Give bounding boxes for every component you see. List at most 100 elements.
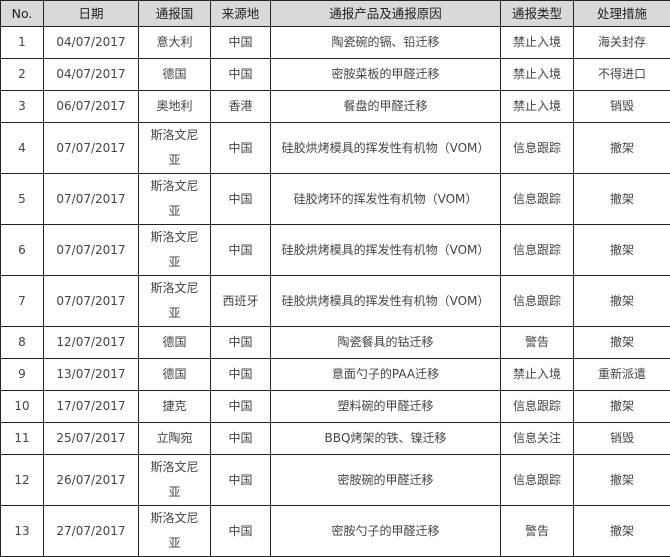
cell-notification-type: 警告 (500, 505, 574, 557)
cell-no: 12 (0, 454, 44, 506)
cell-no: 9 (0, 358, 44, 391)
cell-origin: 西班牙 (210, 275, 271, 327)
cell-notification-type: 信息跟踪 (500, 224, 574, 276)
cell-notification-type: 禁止入境 (500, 358, 574, 391)
table-row: 2 04/07/2017 德国 中国 密胺菜板的甲醛迁移 禁止入境 不得进口 (0, 58, 670, 91)
cell-measure: 撤架 (573, 122, 670, 174)
cell-notifying-country: 德国 (138, 326, 211, 359)
header-row: No. 日期 通报国 来源地 通报产品及通报原因 通报类型 处理措施 (0, 0, 670, 27)
table-row: 13 27/07/2017 斯洛文尼亚 中国 密胺勺子的甲醛迁移 警告 撤架 (0, 505, 670, 557)
header-date: 日期 (43, 0, 139, 27)
cell-notification-type: 信息跟踪 (500, 454, 574, 506)
cell-origin: 中国 (210, 26, 271, 59)
cell-measure: 销毁 (573, 90, 670, 123)
cell-origin: 中国 (210, 422, 271, 455)
cell-no: 2 (0, 58, 44, 91)
cell-origin: 中国 (210, 224, 271, 276)
cell-measure: 不得进口 (573, 58, 670, 91)
cell-notifying-country: 立陶宛 (138, 422, 211, 455)
cell-date: 04/07/2017 (43, 58, 139, 91)
cell-measure: 撤架 (573, 326, 670, 359)
cell-product-reason: 密胺碗的甲醛迁移 (270, 454, 501, 506)
header-no: No. (0, 0, 44, 27)
cell-notifying-country: 德国 (138, 358, 211, 391)
cell-origin: 中国 (210, 390, 271, 423)
cell-measure: 销毁 (573, 422, 670, 455)
cell-product-reason: 硅胶烘烤模具的挥发性有机物（VOM） (270, 224, 501, 276)
cell-notification-type: 禁止入境 (500, 26, 574, 59)
cell-date: 07/07/2017 (43, 122, 139, 174)
cell-product-reason: 密胺菜板的甲醛迁移 (270, 58, 501, 91)
cell-origin: 中国 (210, 326, 271, 359)
cell-no: 13 (0, 505, 44, 557)
cell-notification-type: 信息跟踪 (500, 275, 574, 327)
cell-notification-type: 警告 (500, 326, 574, 359)
header-product-reason: 通报产品及通报原因 (270, 0, 501, 27)
cell-notifying-country: 斯洛文尼亚 (138, 505, 211, 557)
cell-product-reason: 陶瓷餐具的钴迁移 (270, 326, 501, 359)
cell-notification-type: 信息跟踪 (500, 390, 574, 423)
cell-origin: 中国 (210, 58, 271, 91)
table-row: 5 07/07/2017 斯洛文尼亚 中国 硅胶烤环的挥发性有机物（VOM） 信息跟踪 撤架 (0, 173, 670, 225)
cell-notifying-country: 斯洛文尼亚 (138, 173, 211, 225)
cell-origin: 中国 (210, 454, 271, 506)
cell-no: 5 (0, 173, 44, 225)
header-origin: 来源地 (210, 0, 271, 27)
table-row: 7 07/07/2017 斯洛文尼亚 西班牙 硅胶烘烤模具的挥发性有机物（VOM） 信息跟… (0, 275, 670, 327)
cell-origin: 香港 (210, 90, 271, 123)
cell-date: 17/07/2017 (43, 390, 139, 423)
table-row: 9 13/07/2017 德国 中国 意面勺子的PAA迁移 禁止入境 重新派遣 (0, 358, 670, 391)
cell-measure: 撤架 (573, 390, 670, 423)
cell-origin: 中国 (210, 173, 271, 225)
cell-no: 10 (0, 390, 44, 423)
cell-notification-type: 禁止入境 (500, 58, 574, 91)
cell-date: 07/07/2017 (43, 173, 139, 225)
table-row: 6 07/07/2017 斯洛文尼亚 中国 硅胶烘烤模具的挥发性有机物（VOM） 信息跟踪… (0, 224, 670, 276)
cell-notification-type: 信息跟踪 (500, 173, 574, 225)
cell-product-reason: 意面勺子的PAA迁移 (270, 358, 501, 391)
table-row: 12 26/07/2017 斯洛文尼亚 中国 密胺碗的甲醛迁移 信息跟踪 撤架 (0, 454, 670, 506)
cell-notification-type: 禁止入境 (500, 90, 574, 123)
cell-product-reason: 硅胶烤环的挥发性有机物（VOM） (270, 173, 501, 225)
cell-product-reason: 陶瓷碗的镉、铅迁移 (270, 26, 501, 59)
cell-product-reason: 密胺勺子的甲醛迁移 (270, 505, 501, 557)
cell-no: 8 (0, 326, 44, 359)
table-row: 8 12/07/2017 德国 中国 陶瓷餐具的钴迁移 警告 撤架 (0, 326, 670, 359)
table-row: 11 25/07/2017 立陶宛 中国 BBQ烤架的铁、镍迁移 信息关注 销毁 (0, 422, 670, 455)
cell-notifying-country: 斯洛文尼亚 (138, 275, 211, 327)
cell-date: 07/07/2017 (43, 224, 139, 276)
cell-no: 6 (0, 224, 44, 276)
cell-no: 11 (0, 422, 44, 455)
cell-notifying-country: 捷克 (138, 390, 211, 423)
table-row: 10 17/07/2017 捷克 中国 塑料碗的甲醛迁移 信息跟踪 撤架 (0, 390, 670, 423)
cell-notifying-country: 奥地利 (138, 90, 211, 123)
cell-measure: 重新派遣 (573, 358, 670, 391)
cell-measure: 撤架 (573, 173, 670, 225)
cell-notifying-country: 斯洛文尼亚 (138, 122, 211, 174)
cell-date: 06/07/2017 (43, 90, 139, 123)
cell-no: 4 (0, 122, 44, 174)
cell-date: 27/07/2017 (43, 505, 139, 557)
cell-origin: 中国 (210, 358, 271, 391)
cell-no: 7 (0, 275, 44, 327)
cell-date: 26/07/2017 (43, 454, 139, 506)
cell-date: 12/07/2017 (43, 326, 139, 359)
table-row: 3 06/07/2017 奥地利 香港 餐盘的甲醛迁移 禁止入境 销毁 (0, 90, 670, 123)
cell-notifying-country: 斯洛文尼亚 (138, 454, 211, 506)
cell-notifying-country: 斯洛文尼亚 (138, 224, 211, 276)
cell-date: 04/07/2017 (43, 26, 139, 59)
cell-product-reason: 塑料碗的甲醛迁移 (270, 390, 501, 423)
cell-origin: 中国 (210, 122, 271, 174)
cell-date: 25/07/2017 (43, 422, 139, 455)
cell-product-reason: 餐盘的甲醛迁移 (270, 90, 501, 123)
header-notification-type: 通报类型 (500, 0, 574, 27)
cell-product-reason: BBQ烤架的铁、镍迁移 (270, 422, 501, 455)
cell-measure: 撤架 (573, 275, 670, 327)
cell-product-reason: 硅胶烘烤模具的挥发性有机物（VOM） (270, 275, 501, 327)
cell-measure: 海关封存 (573, 26, 670, 59)
cell-notification-type: 信息关注 (500, 422, 574, 455)
cell-notification-type: 信息跟踪 (500, 122, 574, 174)
cell-measure: 撤架 (573, 224, 670, 276)
cell-notifying-country: 德国 (138, 58, 211, 91)
